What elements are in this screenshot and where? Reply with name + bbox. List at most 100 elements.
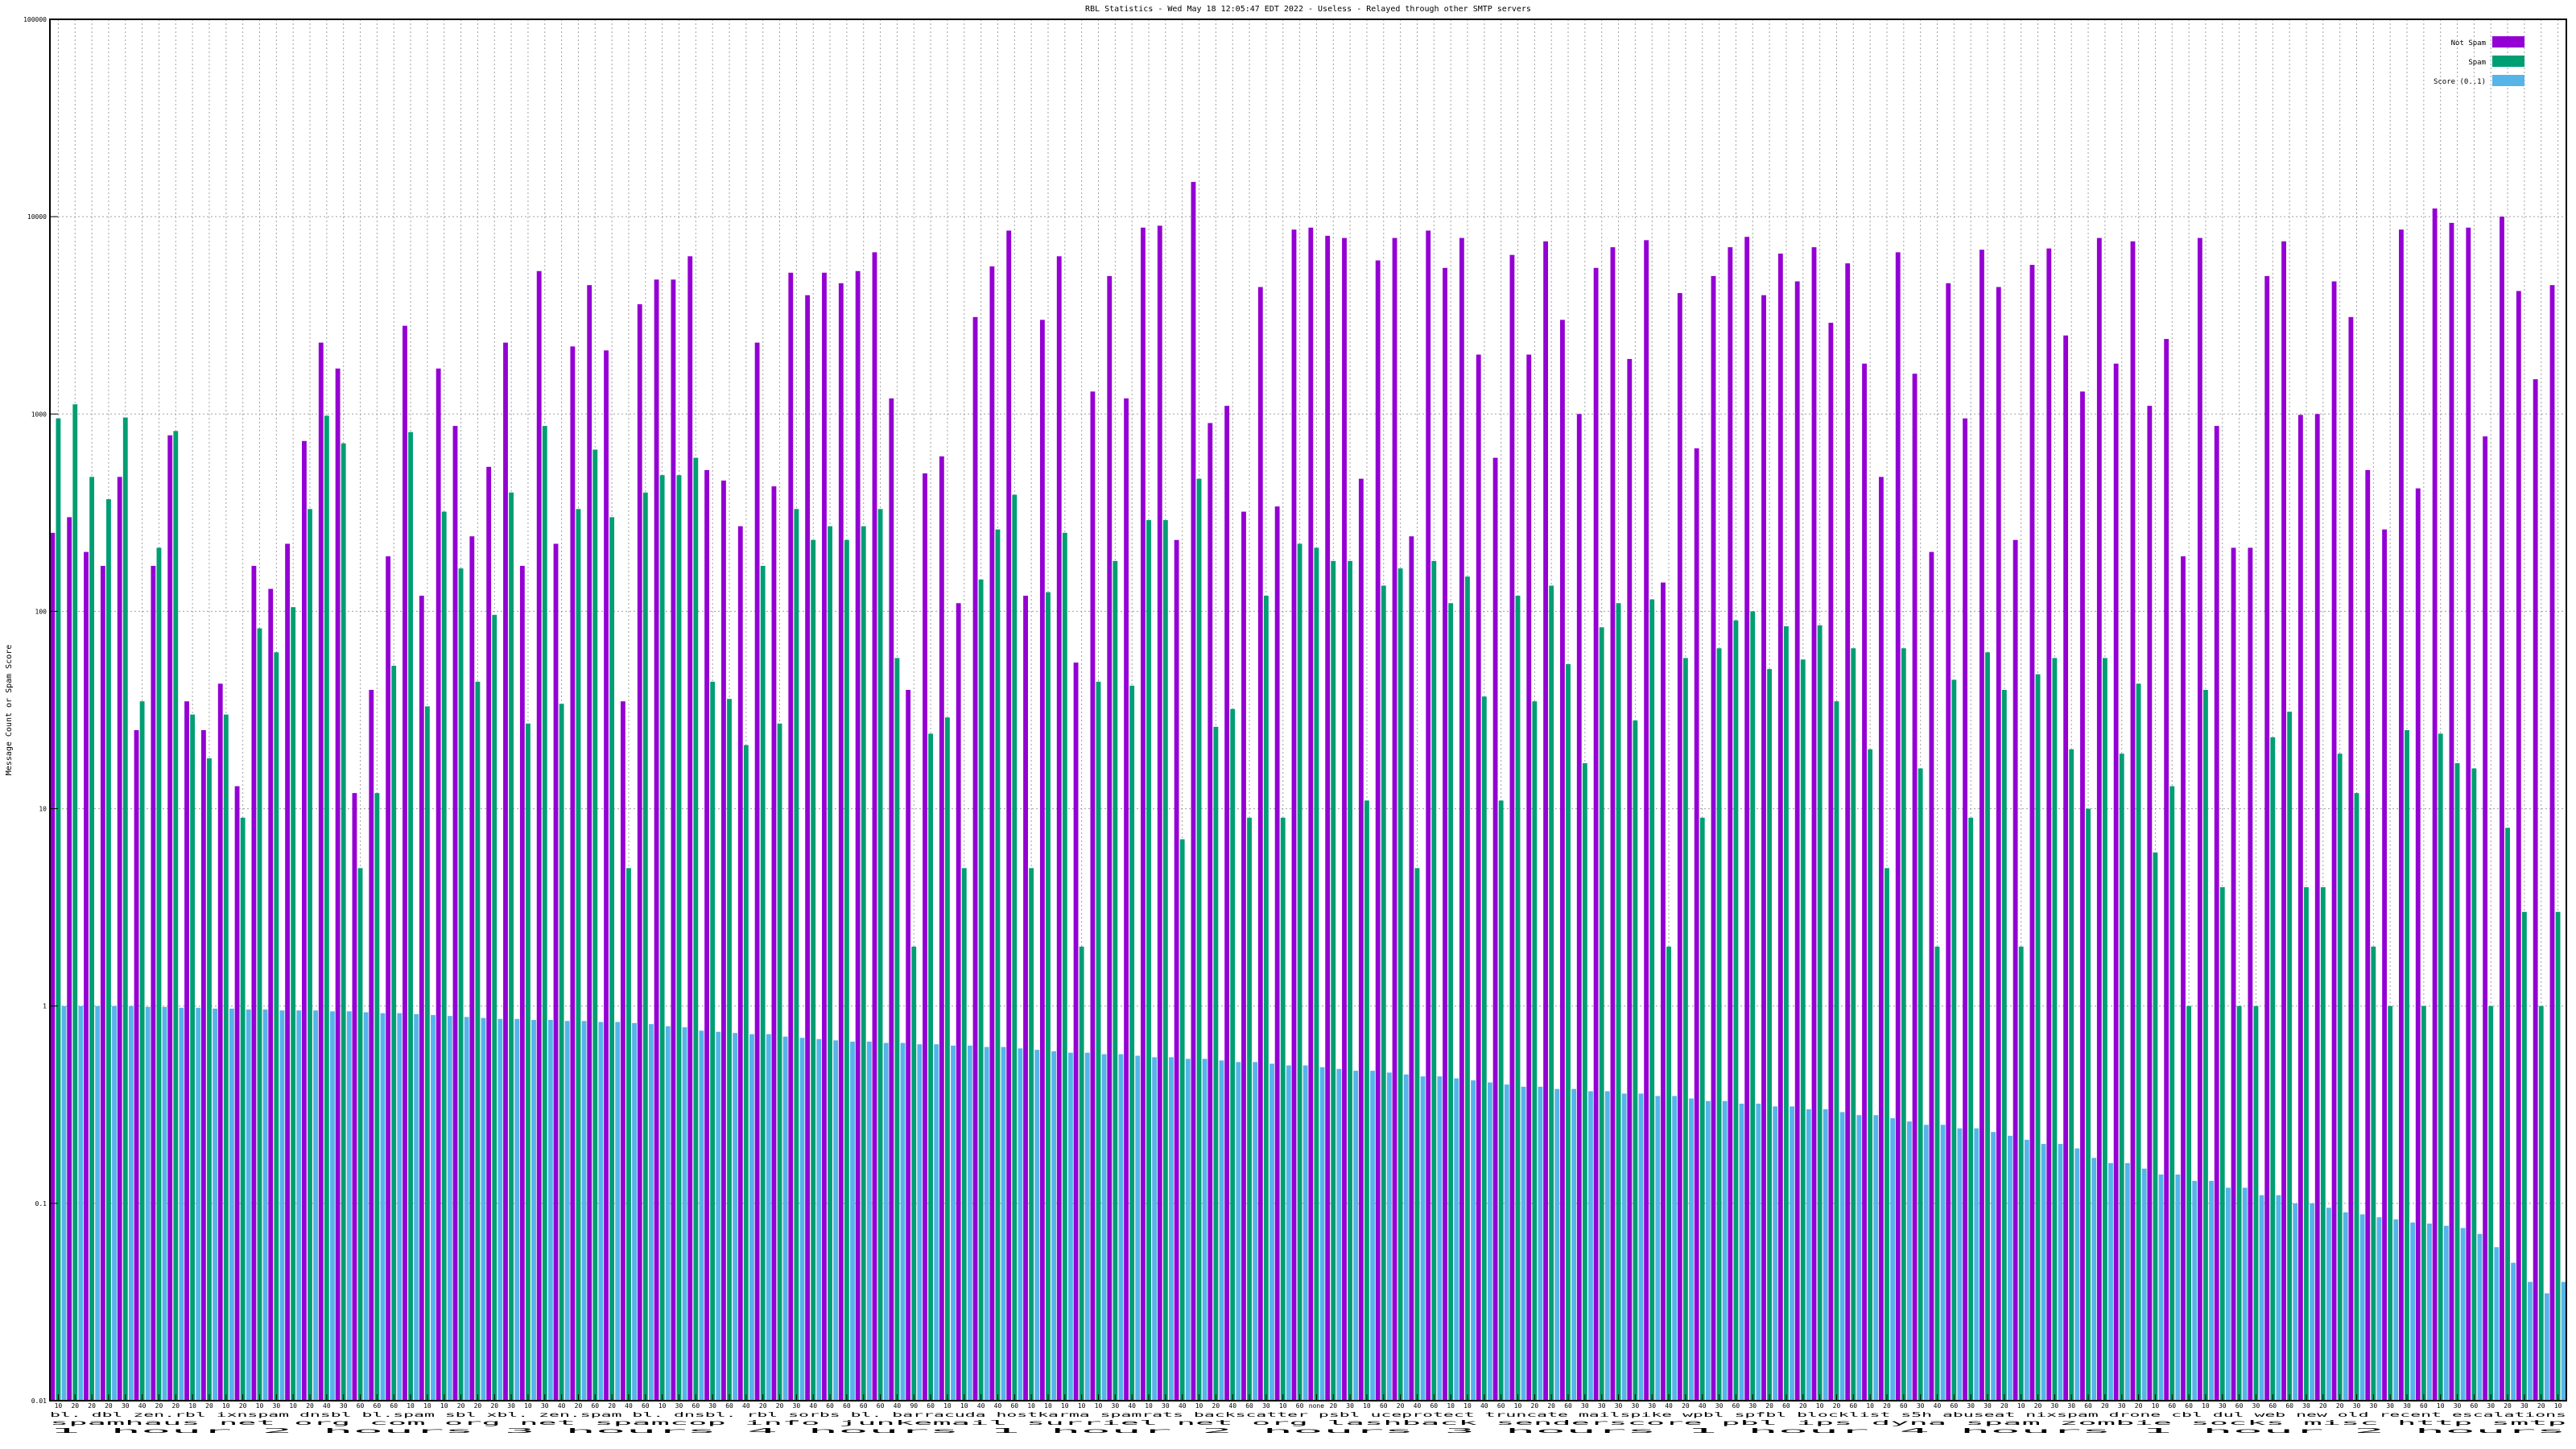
bar-spam	[1733, 620, 1739, 1401]
bar-spam	[1616, 603, 1621, 1401]
bar-not-spam	[503, 342, 508, 1401]
x-axis-ticks: 10 20 20 20 30 40 20 20 10 20 10 20 10 30 10 20 40 30 60 60…	[50, 1394, 2567, 1435]
bar-score	[313, 1010, 319, 1401]
bar-spam	[1348, 560, 1353, 1401]
bar-not-spam	[2214, 426, 2219, 1402]
bar-score	[464, 1017, 469, 1401]
x-tick-label: 30	[1112, 1402, 1120, 1410]
bar-not-spam	[1963, 418, 1968, 1402]
x-tick-label: 10	[407, 1402, 415, 1410]
bar-spam	[408, 431, 413, 1401]
x-tick-label: 40	[977, 1402, 985, 1410]
bar-not-spam	[1677, 293, 1682, 1401]
bar-spam	[676, 475, 682, 1401]
bar-not-spam	[2130, 241, 2136, 1401]
x-tick-label: 20	[2319, 1402, 2327, 1410]
bar-score	[1504, 1084, 1509, 1401]
y-tick-label: 100000	[23, 16, 47, 23]
bar-not-spam	[1459, 237, 1464, 1401]
bar-score	[2511, 1262, 2516, 1401]
bar-spam	[2169, 786, 2175, 1401]
bar-not-spam	[1593, 267, 1599, 1402]
x-tick-label: 20	[155, 1402, 163, 1410]
bar-spam	[1633, 720, 1638, 1401]
bar-score	[1034, 1050, 1040, 1401]
bar-spam	[1029, 868, 1034, 1401]
bar-not-spam	[1895, 252, 1901, 1401]
bar-not-spam	[2096, 237, 2102, 1401]
bar-score	[1253, 1062, 1258, 1401]
bar-spam	[743, 745, 749, 1401]
x-tick-label: 10	[423, 1402, 431, 1410]
bar-score	[1236, 1062, 1241, 1401]
x-tick-label: 40	[138, 1402, 147, 1410]
bar-score	[1672, 1096, 1678, 1401]
bar-score	[213, 1008, 217, 1401]
x-tick-label: 10	[1095, 1402, 1103, 1410]
bar-score	[1538, 1086, 1543, 1401]
bar-not-spam	[1023, 596, 1028, 1401]
x-tick-label: 60	[1849, 1402, 1857, 1410]
bar-not-spam	[1073, 663, 1079, 1401]
x-tick-label: 60	[642, 1402, 650, 1410]
bar-not-spam	[1257, 287, 1263, 1402]
bar-not-spam	[469, 536, 475, 1402]
bar-not-spam	[1208, 423, 1213, 1401]
bar-spam	[2388, 1005, 2393, 1401]
x-tick-label: 10	[1447, 1402, 1455, 1410]
bar-spam	[1162, 520, 1168, 1402]
x-tick-label: 30	[507, 1402, 515, 1410]
bar-not-spam	[352, 793, 357, 1401]
bar-not-spam	[519, 565, 525, 1401]
x-tick-label: 10	[1145, 1402, 1153, 1410]
bar-not-spam	[972, 316, 978, 1401]
x-tick-label: 60	[2285, 1402, 2293, 1410]
bar-score	[1202, 1059, 1208, 1401]
bar-not-spam	[335, 368, 341, 1401]
bar-spam	[2035, 674, 2041, 1401]
bar-spam	[861, 526, 866, 1401]
bar-not-spam	[2063, 335, 2069, 1402]
bar-not-spam	[1342, 237, 1347, 1401]
bar-score	[632, 1022, 637, 1401]
x-tick-label: 60	[1951, 1402, 1959, 1410]
bar-spam	[2555, 911, 2561, 1401]
bar-spam	[274, 652, 279, 1401]
bar-score	[967, 1045, 972, 1401]
bar-not-spam	[1426, 230, 1431, 1401]
x-tick-label: 40	[742, 1402, 750, 1410]
bar-spam	[526, 723, 530, 1401]
x-tick-label: 40	[323, 1402, 331, 1410]
x-tick-label: 30	[2252, 1402, 2260, 1410]
bar-not-spam	[2080, 391, 2085, 1402]
bar-score	[363, 1012, 369, 1401]
x-tick-label: 10	[943, 1402, 952, 1410]
bar-spam	[1750, 611, 1756, 1401]
x-tick-label: 10	[256, 1402, 264, 1410]
bar-not-spam	[704, 469, 710, 1401]
bar-spam	[2001, 689, 2007, 1401]
bar-score	[1638, 1093, 1644, 1401]
x-tick-label: 60	[877, 1402, 885, 1410]
x-tick-label: 60	[2168, 1402, 2176, 1410]
bar-score	[2528, 1282, 2533, 1401]
bar-score	[917, 1044, 923, 1401]
bar-spam	[257, 628, 262, 1401]
bar-spam	[1515, 596, 1521, 1401]
bar-score	[1353, 1071, 1359, 1401]
x-tick-label: 60	[357, 1402, 365, 1410]
bar-not-spam	[234, 786, 240, 1401]
bar-score	[2041, 1144, 2046, 1401]
legend: Not Spam Spam Score (0..1)	[2434, 36, 2524, 86]
bar-spam	[2304, 887, 2309, 1401]
bar-spam	[1834, 701, 1839, 1401]
bar-spam	[693, 457, 699, 1401]
bar-not-spam	[1929, 551, 1934, 1401]
x-tick-label: 10	[188, 1402, 196, 1410]
x-tick-label: 20	[2101, 1402, 2109, 1410]
x-tick-label: 60	[390, 1402, 398, 1410]
bar-score	[1856, 1115, 1862, 1401]
bar-not-spam	[486, 466, 492, 1401]
bar-spam	[1431, 560, 1437, 1401]
x-tick-label: 60	[725, 1402, 733, 1410]
